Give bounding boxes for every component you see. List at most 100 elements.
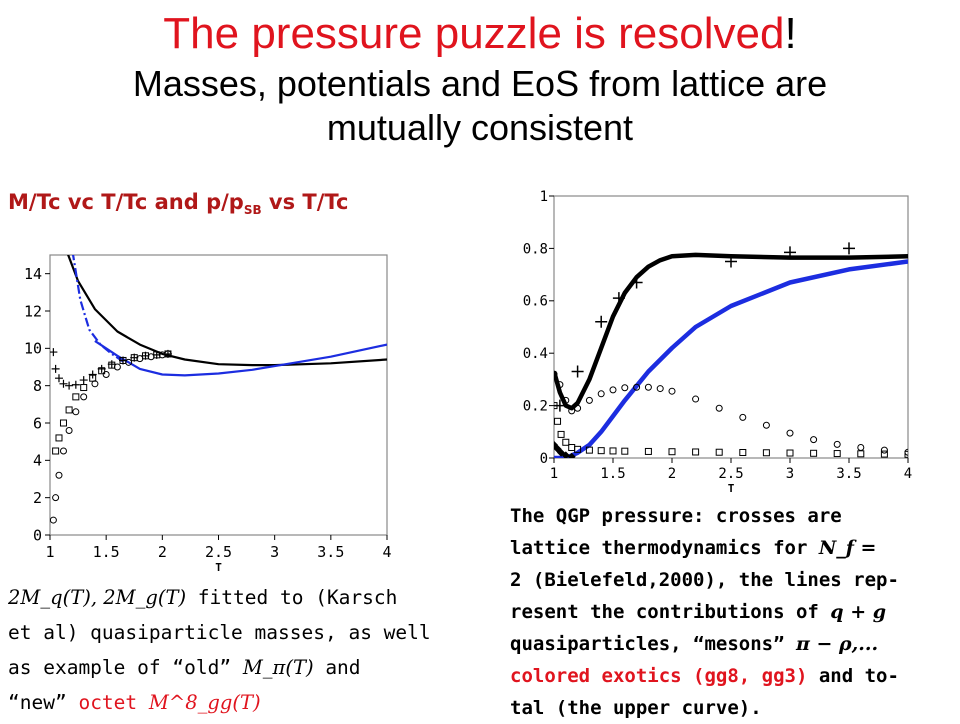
series-line-0 xyxy=(67,255,387,367)
series-group xyxy=(554,242,908,458)
circle-marker xyxy=(554,370,558,378)
caption-left: 2M_q(T), 2M_g(T) fitted to (Karsch et al… xyxy=(8,586,431,714)
diamond-marker xyxy=(554,444,562,453)
x-tick-label: 4 xyxy=(904,466,912,482)
x-tick-label: 2.5 xyxy=(718,466,743,482)
x-tick-label: 1 xyxy=(45,543,54,561)
circle-marker xyxy=(810,436,818,444)
y-tick-label: 0 xyxy=(540,451,548,467)
series-line-1 xyxy=(71,255,124,363)
plus-marker xyxy=(79,376,88,385)
y-tick-label: 14 xyxy=(24,265,42,283)
circle-marker xyxy=(65,426,73,434)
square-marker xyxy=(574,445,582,453)
square-marker xyxy=(585,446,593,454)
y-tick-label: 1 xyxy=(540,189,548,205)
y-tick-label: 8 xyxy=(33,377,42,395)
square-marker xyxy=(668,448,676,456)
title-line-3: mutually consistent xyxy=(326,107,634,148)
circle-marker xyxy=(880,446,888,454)
y-tick-label: 0 xyxy=(33,526,42,544)
circle-marker xyxy=(668,387,676,395)
circle-marker xyxy=(80,393,88,401)
circle-marker xyxy=(574,404,582,412)
square-marker xyxy=(554,417,562,425)
square-marker xyxy=(857,450,865,458)
square-marker xyxy=(833,450,841,458)
circle-marker xyxy=(72,408,80,416)
caption-math-masses: 2M_q(T), 2M_g(T) xyxy=(8,586,187,609)
diamond-marker xyxy=(554,440,558,449)
square-marker xyxy=(715,448,723,456)
circle-marker xyxy=(113,363,121,371)
caption-right: The QGP pressure: crosses are lattice th… xyxy=(510,505,899,719)
circle-marker xyxy=(833,440,841,448)
circle-marker xyxy=(136,355,144,363)
y-tick-label: 10 xyxy=(24,340,42,358)
x-tick-label: 2 xyxy=(158,543,167,561)
title-line-2: Masses, potentials and EoS from lattice … xyxy=(132,63,828,104)
circle-marker xyxy=(644,383,652,391)
circle-marker xyxy=(762,421,770,429)
circle-marker xyxy=(739,413,747,421)
square-marker xyxy=(621,447,629,455)
lattice-cross-marker xyxy=(630,276,643,289)
circle-marker xyxy=(556,381,564,389)
x-tick-label: 3 xyxy=(270,543,279,561)
diamond-marker xyxy=(561,451,570,458)
square-marker xyxy=(568,444,576,452)
circle-marker xyxy=(621,384,629,392)
series-group xyxy=(50,255,387,524)
caption-math-mpi: M_π(T) xyxy=(242,656,314,679)
square-marker xyxy=(108,361,116,369)
square-marker xyxy=(597,447,605,455)
plus-marker xyxy=(50,348,58,357)
plus-marker xyxy=(59,379,68,388)
circle-marker xyxy=(692,395,700,403)
circle-marker xyxy=(609,386,617,394)
x-tick-label: 1.5 xyxy=(93,543,120,561)
plot-frame xyxy=(49,254,388,536)
pressure-chart: 1 1.5 2 2.5 3 3.5 4 0 0.2 0.4 0.6 0.8 1 T xyxy=(523,189,913,495)
y-tick-label: 6 xyxy=(33,414,42,432)
diamond-marker xyxy=(557,448,566,457)
lattice-cross-marker xyxy=(612,292,625,305)
y-tick-label: 0.6 xyxy=(523,294,548,310)
square-marker xyxy=(644,447,652,455)
y-tick-label: 4 xyxy=(33,452,42,470)
square-marker xyxy=(141,352,149,360)
series-line-2 xyxy=(94,339,387,377)
circle-marker xyxy=(656,385,664,393)
plus-marker xyxy=(88,370,97,379)
x-tick-label: 2 xyxy=(668,466,676,482)
caption-math-octet: M^8_gg(T) xyxy=(148,691,261,714)
plus-marker xyxy=(65,381,74,390)
title-line-1: The pressure puzzle is resolved! xyxy=(163,9,797,58)
square-marker xyxy=(609,447,617,455)
square-marker xyxy=(130,354,138,362)
x-tick-label: 1.5 xyxy=(600,466,625,482)
square-marker xyxy=(52,447,60,455)
circle-marker xyxy=(597,390,605,398)
square-marker xyxy=(80,384,88,392)
circle-marker xyxy=(585,396,593,404)
chart-subtitle: M/Tc vc T/Tc and p/pSB vs T/Tc xyxy=(8,190,349,218)
square-marker xyxy=(119,356,127,364)
plus-marker xyxy=(54,374,63,383)
circle-marker xyxy=(102,370,110,378)
lattice-cross-marker xyxy=(784,246,796,259)
circle-marker xyxy=(633,383,641,391)
square-marker xyxy=(164,350,172,358)
circle-marker xyxy=(59,447,67,455)
square-marker xyxy=(153,351,161,359)
square-marker xyxy=(786,449,794,457)
square-marker xyxy=(55,434,63,442)
circle-marker xyxy=(715,404,723,412)
circle-marker xyxy=(50,516,57,524)
series-line-1 xyxy=(554,259,908,458)
square-marker xyxy=(880,450,888,458)
square-marker xyxy=(692,448,700,456)
diamond-marker xyxy=(567,452,576,458)
y-tick-label: 2 xyxy=(33,489,42,507)
square-marker xyxy=(65,406,73,414)
